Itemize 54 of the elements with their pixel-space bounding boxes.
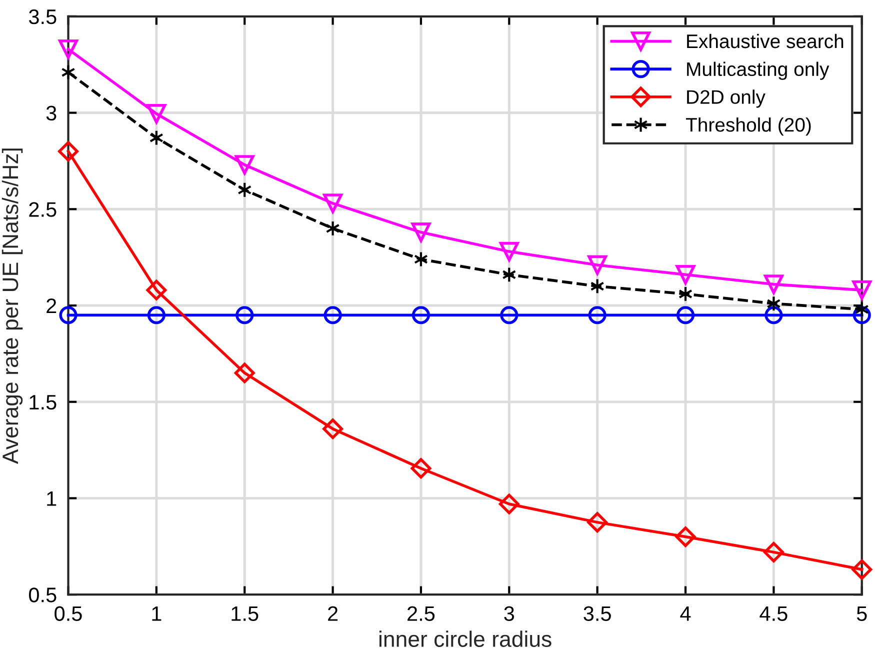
point xyxy=(499,242,519,262)
point xyxy=(676,264,696,284)
point xyxy=(676,306,695,324)
point xyxy=(764,274,784,294)
point xyxy=(852,306,871,324)
y-axis-title: Average rate per UE [Nats/s/Hz] xyxy=(2,148,23,464)
point xyxy=(61,64,76,80)
x-tick-label: 1.5 xyxy=(232,606,258,621)
point xyxy=(411,222,431,242)
legend-label: D2D only xyxy=(687,90,766,108)
y-tick-label: 3 xyxy=(46,106,56,121)
legend-label: Threshold (20) xyxy=(686,117,811,136)
y-tick-label: 2.5 xyxy=(29,202,56,217)
point xyxy=(852,280,872,300)
point xyxy=(498,494,520,514)
x-tick-label: 5 xyxy=(856,606,867,621)
point xyxy=(146,280,167,300)
point xyxy=(234,155,254,175)
x-axis-title: inner circle radius xyxy=(379,630,552,647)
x-tick-label: 4.5 xyxy=(760,606,788,621)
point xyxy=(59,306,78,324)
legend-label: Multicasting only xyxy=(687,62,830,80)
point xyxy=(147,306,166,324)
point xyxy=(412,306,430,324)
point xyxy=(410,458,432,479)
point xyxy=(58,141,78,162)
point xyxy=(323,194,343,214)
point xyxy=(587,512,608,533)
x-tick-label: 3.5 xyxy=(584,606,611,621)
y-tick-label: 1 xyxy=(47,491,56,506)
point xyxy=(58,39,78,59)
y-tick-label: 0.5 xyxy=(28,588,56,602)
x-tick-label: 2 xyxy=(328,606,338,621)
y-tick-label: 2 xyxy=(46,298,56,314)
point xyxy=(322,418,344,440)
point xyxy=(675,526,696,547)
y-tick-label: 1.5 xyxy=(30,395,56,410)
x-tick-label: 4 xyxy=(680,606,691,621)
point xyxy=(763,542,784,562)
point xyxy=(500,306,518,324)
point xyxy=(588,306,606,324)
point xyxy=(146,104,166,124)
point xyxy=(234,362,255,384)
x-tick-label: 2.5 xyxy=(408,606,435,621)
x-tick-label: 3 xyxy=(504,606,514,621)
point xyxy=(324,306,342,324)
legend-label: Exhaustive search xyxy=(687,34,844,48)
point xyxy=(764,306,783,324)
point xyxy=(852,559,872,580)
y-tick-label: 3.5 xyxy=(28,9,56,24)
point xyxy=(236,306,254,324)
point xyxy=(588,255,608,275)
point xyxy=(326,220,340,236)
x-tick-label: 1 xyxy=(152,606,162,621)
